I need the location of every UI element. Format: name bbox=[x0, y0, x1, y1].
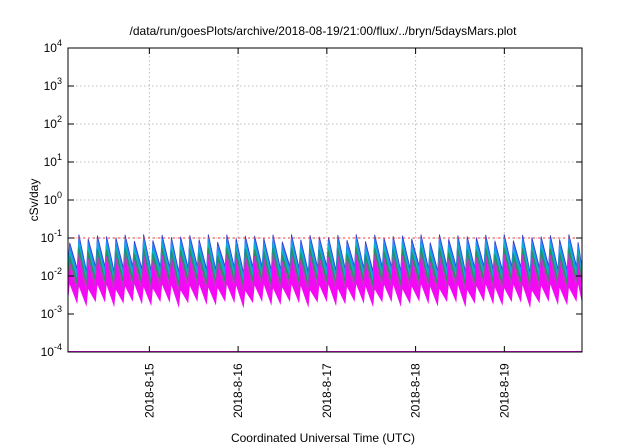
x-tick-label: 2018-8-19 bbox=[497, 363, 511, 418]
data-series bbox=[67, 234, 583, 353]
chart-title: /data/run/goesPlots/archive/2018-08-19/2… bbox=[130, 24, 518, 38]
data-lower-mask bbox=[68, 284, 582, 351]
y-tick-label: 10-2 bbox=[41, 266, 62, 283]
y-tick-label: 10-3 bbox=[41, 304, 62, 321]
y-axis-title: cSv/day bbox=[27, 179, 41, 222]
x-axis-title: Coordinated Universal Time (UTC) bbox=[231, 431, 415, 445]
x-tick-label: 2018-8-18 bbox=[409, 363, 423, 418]
x-tick-label: 2018-8-17 bbox=[320, 363, 334, 418]
x-axis: 2018-8-15 2018-8-16 2018-8-17 2018-8-18 2018… bbox=[142, 48, 511, 418]
y-tick-label: 103 bbox=[44, 76, 62, 93]
y-tick-label: 104 bbox=[44, 38, 62, 55]
y-tick-label: 10-1 bbox=[41, 228, 62, 245]
y-tick-label: 102 bbox=[44, 114, 62, 131]
y-tick-label: 101 bbox=[44, 152, 62, 169]
y-tick-label: 10-4 bbox=[41, 342, 62, 359]
y-axis: 10-4 10-3 10-2 10-1 100 101 102 103 104 bbox=[41, 38, 582, 359]
x-tick-label: 2018-8-16 bbox=[231, 363, 245, 418]
x-tick-label: 2018-8-15 bbox=[142, 363, 156, 418]
y-tick-label: 100 bbox=[44, 190, 62, 207]
